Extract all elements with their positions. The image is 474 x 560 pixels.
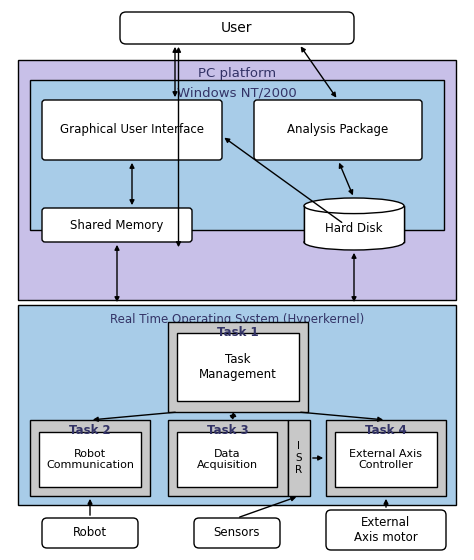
Text: External
Axis motor: External Axis motor — [354, 516, 418, 544]
Text: External Axis
Controller: External Axis Controller — [349, 449, 422, 470]
Text: Robot: Robot — [73, 526, 107, 539]
Bar — [18, 60, 456, 300]
FancyBboxPatch shape — [42, 100, 222, 160]
Text: I
S
R: I S R — [295, 441, 302, 475]
Ellipse shape — [304, 198, 404, 213]
FancyBboxPatch shape — [42, 518, 138, 548]
FancyBboxPatch shape — [254, 100, 422, 160]
Bar — [18, 305, 456, 505]
Bar — [288, 420, 310, 496]
FancyBboxPatch shape — [194, 518, 280, 548]
Bar — [30, 420, 150, 496]
Bar — [168, 420, 288, 496]
Text: Robot
Communication: Robot Communication — [46, 449, 134, 470]
Text: Windows NT/2000: Windows NT/2000 — [177, 86, 297, 100]
Text: Real Time Operating System (Hyperkernel): Real Time Operating System (Hyperkernel) — [110, 312, 364, 325]
Bar — [30, 80, 444, 230]
FancyBboxPatch shape — [326, 510, 446, 550]
Text: Analysis Package: Analysis Package — [287, 124, 389, 137]
Bar — [177, 432, 277, 487]
Text: User: User — [221, 21, 253, 35]
Text: Task 3: Task 3 — [207, 424, 249, 437]
Text: Task
Management: Task Management — [199, 353, 277, 381]
Bar — [304, 206, 404, 242]
Text: PC platform: PC platform — [198, 68, 276, 81]
Text: Shared Memory: Shared Memory — [70, 218, 164, 231]
FancyBboxPatch shape — [120, 12, 354, 44]
FancyBboxPatch shape — [42, 208, 192, 242]
Text: Sensors: Sensors — [214, 526, 260, 539]
Ellipse shape — [304, 235, 404, 250]
Bar — [177, 333, 299, 401]
Text: Task 4: Task 4 — [365, 424, 407, 437]
Bar — [168, 322, 308, 412]
Bar — [335, 432, 437, 487]
Bar — [326, 420, 446, 496]
Text: Hard Disk: Hard Disk — [325, 222, 383, 235]
Text: Graphical User Interface: Graphical User Interface — [60, 124, 204, 137]
Text: Data
Acquisition: Data Acquisition — [196, 449, 257, 470]
Text: Task 2: Task 2 — [69, 424, 111, 437]
Bar — [39, 432, 141, 487]
Text: Task 1: Task 1 — [217, 326, 259, 339]
Bar — [304, 206, 404, 242]
